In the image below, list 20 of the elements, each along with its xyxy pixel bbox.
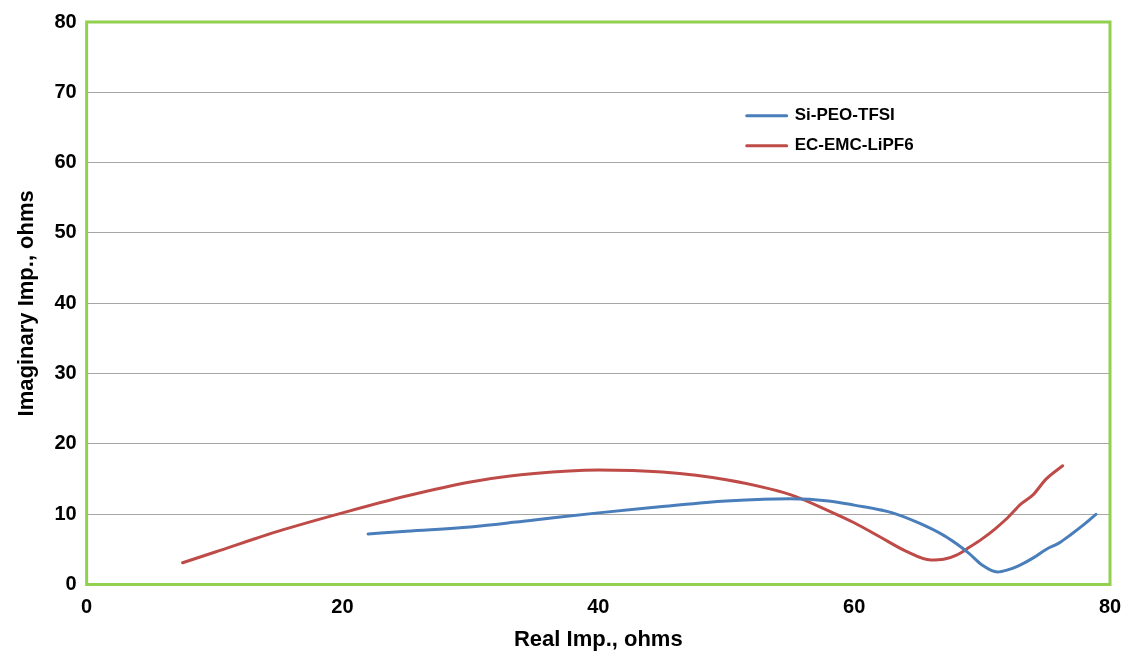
y-tick-label: 30: [54, 361, 77, 384]
y-tick-label: 50: [54, 220, 77, 243]
x-tick-label: 80: [1098, 595, 1122, 618]
y-tick-label: 10: [54, 501, 77, 524]
x-axis-title: Real Imp., ohms: [513, 625, 683, 651]
legend-label: Si-PEO-TFSI: [794, 105, 895, 125]
y-tick-label: 80: [54, 9, 77, 32]
y-tick-label: 20: [54, 431, 77, 454]
x-tick-label: 0: [81, 595, 93, 618]
x-tick-label: 40: [587, 595, 610, 618]
line-series: [181, 464, 1065, 565]
y-tick-label: 40: [54, 290, 77, 313]
y-axis-title: Imaginary Imp., ohms: [13, 190, 39, 417]
y-tick-label: 0: [65, 572, 77, 595]
y-tick-label: 60: [54, 150, 77, 173]
x-tick-label: 20: [331, 595, 354, 618]
x-tick-label: 60: [843, 595, 866, 618]
legend-label: EC-EMC-LiPF6: [794, 135, 914, 155]
y-tick-label: 70: [54, 79, 77, 102]
line-series: [366, 497, 1098, 574]
